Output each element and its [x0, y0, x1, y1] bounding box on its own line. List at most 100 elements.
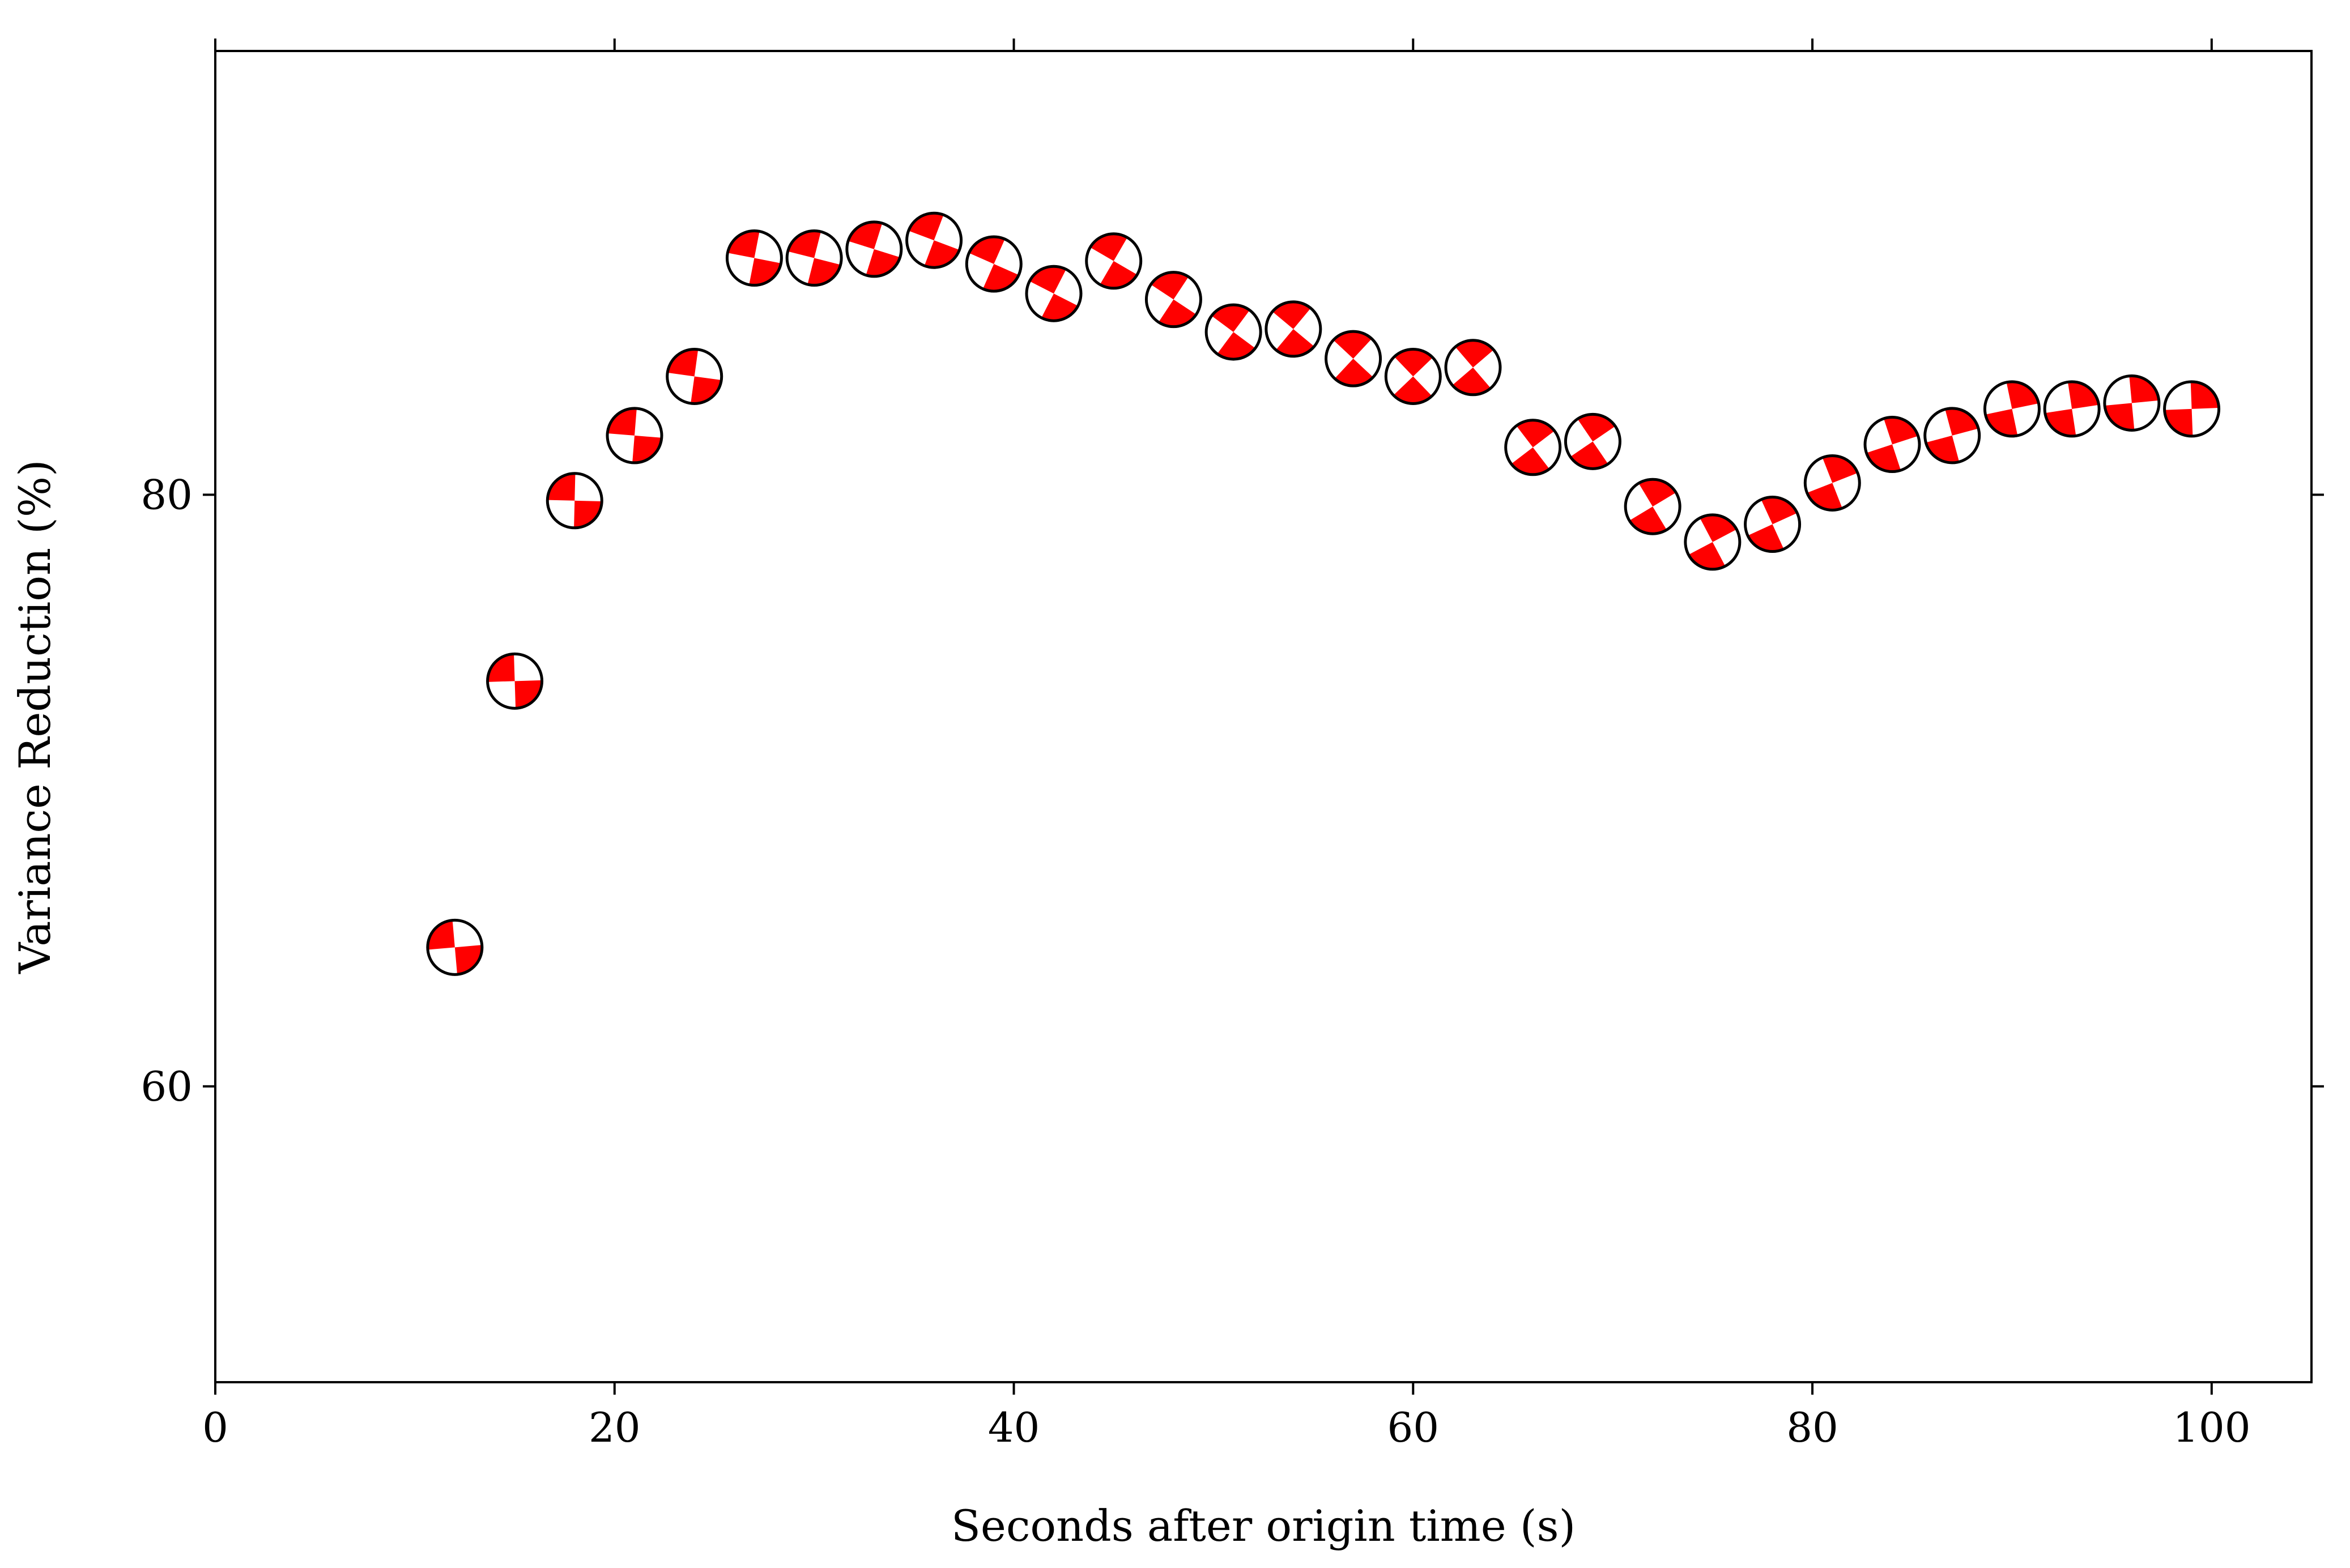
beachball-outline	[1624, 478, 1681, 535]
beachball-outline	[1384, 347, 1442, 405]
beachball-quadrant	[1700, 514, 1737, 542]
beachball-outline	[1444, 339, 1502, 397]
beachball-quadrant	[2006, 381, 2039, 409]
beachball-marker	[965, 235, 1023, 293]
beachball-quadrant	[1333, 331, 1372, 359]
beachball-outline	[1504, 419, 1562, 476]
beachball-marker	[1265, 300, 1322, 358]
x-tick-label: 40	[988, 1404, 1040, 1451]
beachball-marker	[1085, 232, 1143, 290]
beachball-marker	[1444, 339, 1502, 397]
beachball-quadrant	[1276, 329, 1314, 356]
beachball-quadrant	[1159, 299, 1197, 327]
beachball-outline	[1863, 416, 1921, 474]
beachball-marker	[1325, 330, 1382, 387]
beachball-outline	[845, 220, 903, 278]
beachball-quadrant	[1577, 414, 1616, 442]
beachball-quadrant	[1511, 447, 1549, 475]
beachball-marker	[1564, 412, 1621, 470]
beachball-quadrant	[427, 920, 455, 950]
beachball-quadrant	[2190, 381, 2219, 409]
beachball-outline	[486, 652, 544, 710]
beachball-outline	[1085, 232, 1143, 290]
beachball-outline	[1144, 271, 1202, 329]
beachball-marker	[546, 472, 603, 530]
beachball-outline	[1983, 380, 2041, 438]
beachball-outline	[1564, 412, 1621, 470]
beachball-quadrant	[1629, 506, 1667, 534]
beachball-outline	[1684, 513, 1742, 571]
beachball-marker	[666, 347, 723, 405]
beachball-outline	[725, 229, 783, 287]
beachball-outline	[1325, 330, 1382, 387]
beachball-quadrant	[1151, 272, 1189, 300]
beachball-outline	[1744, 496, 1802, 553]
beachball-quadrant	[1688, 542, 1726, 569]
beachball-marker	[1144, 271, 1202, 329]
beachball-quadrant	[2164, 408, 2193, 436]
beachball-quadrant	[1272, 301, 1311, 329]
beachball-outline	[1265, 300, 1322, 358]
beachball-quadrant	[632, 435, 662, 463]
beachball-outline	[1803, 454, 1861, 512]
beachball-quadrant	[487, 654, 515, 682]
beachball-marker	[1384, 347, 1442, 405]
beachball-quadrant	[749, 258, 781, 286]
beachball-marker	[1624, 478, 1681, 535]
beachball-outline	[2163, 380, 2221, 438]
beachball-quadrant	[1211, 305, 1250, 333]
beachball-marker	[845, 220, 903, 278]
beachball-marker	[1025, 265, 1083, 322]
beachball-marker	[426, 918, 484, 976]
beachball-quadrant	[2045, 408, 2076, 436]
beachball-outline	[965, 235, 1023, 293]
beachball-marker	[1744, 496, 1802, 553]
beachball-outline	[1025, 265, 1083, 322]
beachball-quadrant	[807, 258, 841, 286]
beachball-outline	[666, 347, 723, 405]
beachball-outline	[546, 472, 603, 530]
beachball-quadrant	[454, 945, 482, 975]
beachball-quadrant	[727, 231, 760, 258]
beachball-quadrant	[1761, 497, 1798, 525]
beachball-marker	[725, 229, 783, 287]
beachball-quadrant	[1747, 524, 1784, 552]
beachball-marker	[1803, 454, 1861, 512]
x-tick-label: 60	[1387, 1404, 1439, 1451]
x-tick-label: 80	[1786, 1404, 1838, 1451]
beachball-marker	[1863, 416, 1921, 474]
beachball-outline	[905, 211, 963, 269]
beachball-marker	[1923, 407, 1981, 465]
y-tick-label: 80	[141, 471, 193, 518]
beachball-quadrant	[787, 231, 821, 258]
beachball-outline	[785, 229, 843, 287]
beachball-marker	[606, 407, 663, 465]
beachball-marker	[486, 652, 544, 710]
beachball-outline	[1923, 407, 1981, 465]
y-axis-ticks: 60 80	[141, 471, 2324, 1110]
beachball-quadrant	[1041, 293, 1078, 321]
y-tick-label: 60	[141, 1063, 193, 1110]
beachball-quadrant	[1516, 420, 1555, 448]
beachball-quadrant	[1029, 266, 1066, 294]
beachball-quadrant	[2067, 381, 2099, 409]
beachball-quadrant	[1217, 332, 1255, 360]
beachball-quadrant	[607, 408, 637, 436]
beachball-quadrant	[1455, 340, 1494, 368]
beachball-quadrant	[2129, 376, 2159, 403]
beachball-quadrant	[667, 349, 699, 377]
beachball-markers	[426, 211, 2221, 976]
beachball-quadrant	[1100, 261, 1138, 288]
beachball-marker	[2163, 380, 2221, 438]
y-axis-title: Variance Reduction (%)	[10, 459, 60, 974]
x-tick-label: 0	[202, 1404, 228, 1451]
x-axis-ticks: 0 20 40 60 80 100	[202, 39, 2251, 1451]
beachball-outline	[606, 407, 663, 465]
beachball-quadrant	[1090, 233, 1127, 261]
beachball-marker	[2103, 374, 2161, 432]
beachball-quadrant	[2105, 403, 2135, 431]
beachball-quadrant	[514, 680, 542, 709]
beachball-marker	[1684, 513, 1742, 571]
beachball-outline	[2043, 380, 2101, 438]
